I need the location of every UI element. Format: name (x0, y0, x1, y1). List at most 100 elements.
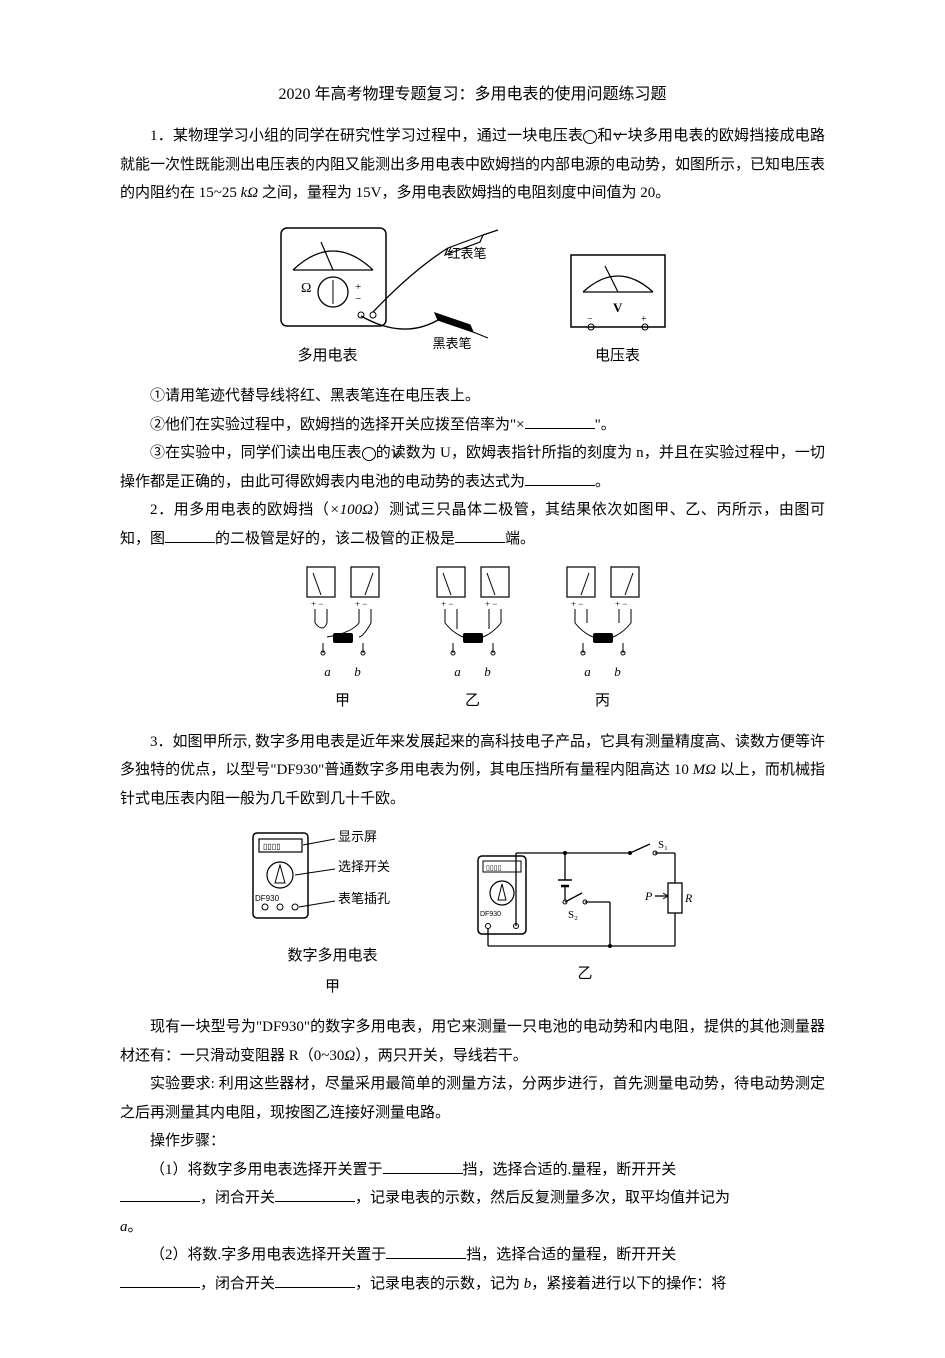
svg-text:+ −: + − (615, 599, 627, 609)
svg-text:S₂: S₂ (568, 909, 578, 921)
svg-text:DF930: DF930 (255, 894, 280, 903)
q3-intro: 3．如图甲所示, 数字多用电表是近年来发展起来的高科技电子产品，它具有测量精度高… (120, 728, 825, 814)
svg-text:+ −: + − (355, 599, 367, 609)
dmm-svg: ▯▯▯▯ DF930 显示屏 选择开关 表笔插孔 (245, 825, 420, 940)
q3-s2-b: 挡，选择合适的量程，断开开关 (466, 1247, 676, 1263)
q1-figure: Ω + − 红表笔 黑表笔 多用电表 V − (120, 220, 825, 371)
dmm-annotated: ▯▯▯▯ DF930 显示屏 选择开关 表笔插孔 数字多用电表 甲 (245, 825, 420, 1001)
q1-sub3-a: ③在实验中，同学们读出电压表 (150, 445, 362, 461)
q3-step2-cont: ，闭合开关，记录电表的示数，记为 b，紧接着进行以下的操作：将 (120, 1270, 825, 1299)
voltmeter-figure: V − + 电压表 (563, 250, 673, 371)
q3-s2-c: ，闭合开关 (200, 1276, 275, 1292)
q3-s1-b: 挡，选择合适的.量程，断开开关 (463, 1162, 677, 1178)
document-title: 2020 年高考物理专题复习：多用电表的使用问题练习题 (120, 80, 825, 110)
label-a: a (584, 660, 591, 685)
svg-text:+ −: + − (571, 599, 583, 609)
voltmeter-symbol: V (583, 130, 597, 144)
q2-intro: 2．用多用电表的欧姆挡（×100Ω）测试三只晶体二极管，其结果依次如图甲、乙、丙… (120, 496, 825, 553)
q3-step2: （2）将数.字多用电表选择开关置于 挡，选择合适的量程，断开开关 (120, 1241, 825, 1270)
blank (383, 1159, 463, 1174)
q3-step1: （1）将数字多用电表选择开关置于 挡，选择合适的.量程，断开开关 (120, 1156, 825, 1185)
svg-text:P: P (644, 889, 653, 903)
multimeter-figure: Ω + − 红表笔 黑表笔 多用电表 (273, 220, 523, 371)
svg-text:S₁: S₁ (658, 839, 668, 851)
q2-c: 的二极管是好的，该二极管的正极是 (215, 531, 455, 547)
diode-jia-svg: + − + − (303, 565, 383, 660)
q1-text-a: 1．某物理学习小组的同学在研究性学习过程中，通过一块电压表 (150, 128, 583, 144)
diode-ab: ab (573, 660, 633, 685)
anno-screen: 显示屏 (338, 829, 377, 844)
circuit-figure: ▯▯▯▯ DF930 P R S₁ (470, 838, 700, 989)
svg-text:▯▯▯▯: ▯▯▯▯ (263, 843, 281, 852)
label-b: b (484, 660, 491, 685)
q3-s1-c: ，闭合开关 (200, 1190, 275, 1206)
blank (165, 528, 215, 543)
voltmeter-svg: V − + (563, 250, 673, 340)
blank (275, 1187, 355, 1202)
yi-label: 乙 (465, 687, 480, 716)
q1-unit: kΩ (241, 185, 259, 201)
q3-steps-header: 操作步骤： (120, 1127, 825, 1156)
voltmeter-symbol: V (362, 447, 376, 461)
blank (525, 471, 595, 486)
q3-p2-b: ），两只开关，导线若干。 (355, 1048, 528, 1064)
q1-text-c: 之间，量程为 15V，多用电表欧姆挡的电阻刻度中间值为 20。 (258, 185, 670, 201)
jia-label: 甲 (335, 687, 350, 716)
q3-step1-end: a。 (120, 1213, 825, 1242)
diode-ab: ab (313, 660, 373, 685)
svg-text:+ −: + − (311, 599, 323, 609)
yi-label: 乙 (577, 960, 592, 989)
q3-unit: MΩ (693, 762, 716, 778)
svg-text:Ω: Ω (301, 281, 311, 296)
voltmeter-label: 电压表 (595, 342, 640, 371)
diode-bing: + − + − ab 丙 (563, 565, 643, 715)
q2-figure: + − + − ab 甲 + − + − (120, 565, 825, 715)
svg-text:−: − (587, 314, 593, 325)
diode-bing-svg: + − + − (563, 565, 643, 660)
svg-text:R: R (684, 891, 693, 905)
label-a: a (324, 660, 331, 685)
label-b: b (354, 660, 361, 685)
label-b: b (614, 660, 621, 685)
diode-yi: + − + − ab 乙 (433, 565, 513, 715)
q1-sub3-c: 。 (595, 474, 610, 490)
diode-jia: + − + − ab 甲 (303, 565, 383, 715)
bing-label: 丙 (595, 687, 610, 716)
blank (275, 1273, 355, 1288)
dmm-caption: 数字多用电表 (287, 942, 377, 971)
svg-text:+ −: + − (485, 599, 497, 609)
svg-text:+: + (641, 314, 647, 325)
q3-p2-unit: Ω (344, 1048, 355, 1064)
q1-sub2-a: ②他们在实验过程中，欧姆挡的选择开关应拨至倍率为"× (150, 417, 525, 433)
q1-sub2: ②他们在实验过程中，欧姆挡的选择开关应拨至倍率为"× "。 (120, 411, 825, 440)
q1-sub3: ③在实验中，同学们读出电压表V的读数为 U，欧姆表指针所指的刻度为 n，并且在实… (120, 439, 825, 496)
circuit-svg: ▯▯▯▯ DF930 P R S₁ (470, 838, 700, 958)
anno-jacks: 表笔插孔 (338, 891, 390, 906)
svg-text:+ −: + − (441, 599, 453, 609)
blank (455, 528, 505, 543)
q3-s1-a: （1）将数字多用电表选择开关置于 (150, 1162, 383, 1178)
svg-text:V: V (613, 300, 623, 315)
blank (386, 1244, 466, 1259)
anno-knob: 选择开关 (338, 859, 390, 874)
svg-text:▯▯▯▯: ▯▯▯▯ (486, 865, 502, 873)
blank (120, 1187, 200, 1202)
black-probe-label: 黑表笔 (433, 332, 472, 357)
svg-text:+: + (355, 281, 361, 293)
jia-label: 甲 (325, 973, 340, 1002)
q1-sub2-b: "。 (595, 417, 616, 433)
multimeter-label: 多用电表 (297, 342, 357, 371)
diode-yi-svg: + − + − (433, 565, 513, 660)
q3-s2-a: （2）将数.字多用电表选择开关置于 (150, 1247, 386, 1263)
multimeter-svg: Ω + − (273, 220, 523, 360)
diode-ab: ab (443, 660, 503, 685)
q3-s1-d: ，记录电表的示数，然后反复测量多次，取平均值并记为 (355, 1190, 730, 1206)
q3-s2-e: ，紧接着进行以下的操作：将 (531, 1276, 726, 1292)
q3-figure: ▯▯▯▯ DF930 显示屏 选择开关 表笔插孔 数字多用电表 甲 ▯▯▯▯ (120, 825, 825, 1001)
q2-mult: ×100Ω (330, 502, 373, 518)
q1-intro: 1．某物理学习小组的同学在研究性学习过程中，通过一块电压表V和一块多用电表的欧姆… (120, 122, 825, 208)
red-probe-label: 红表笔 (448, 242, 487, 267)
svg-text:DF930: DF930 (480, 911, 501, 918)
q3-s2-d: ，记录电表的示数，记为 (355, 1276, 524, 1292)
q3-para2: 现有一块型号为"DF930"的数字多用电表，用它来测量一只电池的电动势和内电阻，… (120, 1013, 825, 1070)
